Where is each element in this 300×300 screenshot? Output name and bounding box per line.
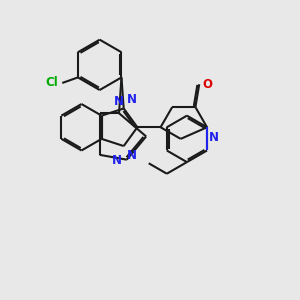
Text: N: N xyxy=(209,131,219,144)
Text: O: O xyxy=(202,78,212,91)
Text: N: N xyxy=(112,154,122,167)
Text: N: N xyxy=(127,149,136,162)
Text: N: N xyxy=(127,93,136,106)
Text: N: N xyxy=(114,95,124,108)
Text: Cl: Cl xyxy=(46,76,59,89)
